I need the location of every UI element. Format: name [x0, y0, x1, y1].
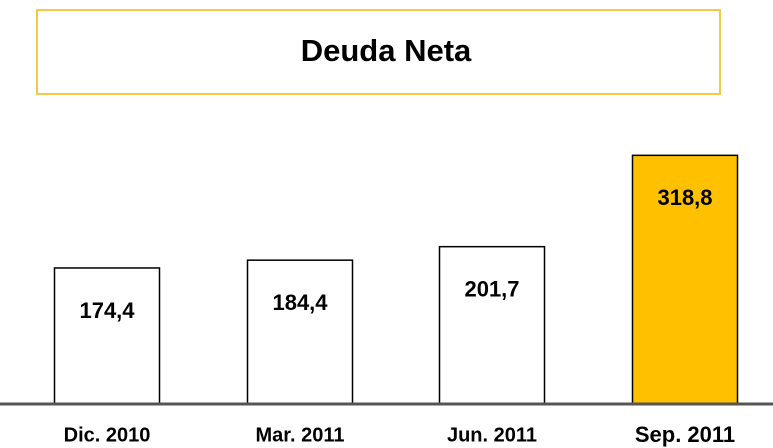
bar — [53, 267, 161, 405]
x-tick-label: Sep. 2011 — [635, 422, 735, 447]
x-tick-label: Dic. 2010 — [64, 424, 151, 446]
chart-title: Deuda Neta — [301, 33, 472, 68]
x-tick-label: Jun. 2011 — [447, 424, 537, 446]
bar — [438, 245, 546, 405]
value-label: 318,8 — [657, 185, 712, 210]
bar — [246, 259, 354, 405]
bar — [631, 154, 739, 405]
x-tick-label: Mar. 2011 — [256, 424, 345, 446]
value-label: 184,4 — [272, 290, 328, 315]
value-label: 201,7 — [464, 276, 519, 301]
title-box — [36, 9, 721, 95]
value-label: 174,4 — [79, 298, 135, 323]
